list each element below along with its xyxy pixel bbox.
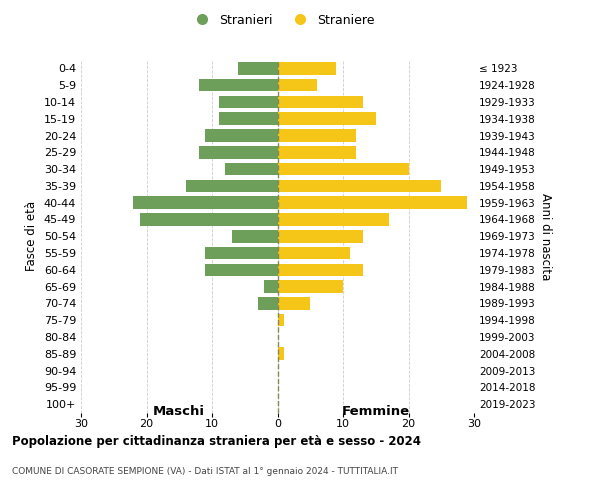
Bar: [232, 230, 277, 242]
Bar: [277, 79, 317, 92]
Bar: [277, 163, 409, 175]
Text: Maschi: Maschi: [153, 404, 205, 417]
Bar: [277, 264, 362, 276]
Bar: [277, 129, 356, 142]
Bar: [238, 62, 277, 74]
Bar: [277, 180, 441, 192]
Bar: [218, 96, 277, 108]
Bar: [277, 112, 376, 125]
Bar: [265, 280, 277, 293]
Y-axis label: Anni di nascita: Anni di nascita: [539, 192, 552, 280]
Bar: [277, 280, 343, 293]
Bar: [186, 180, 277, 192]
Bar: [277, 213, 389, 226]
Bar: [258, 297, 277, 310]
Text: COMUNE DI CASORATE SEMPIONE (VA) - Dati ISTAT al 1° gennaio 2024 - TUTTITALIA.IT: COMUNE DI CASORATE SEMPIONE (VA) - Dati …: [12, 468, 398, 476]
Bar: [133, 196, 277, 209]
Bar: [277, 297, 310, 310]
Bar: [277, 146, 356, 158]
Bar: [205, 264, 277, 276]
Bar: [277, 196, 467, 209]
Legend: Stranieri, Straniere: Stranieri, Straniere: [184, 8, 380, 32]
Bar: [205, 246, 277, 260]
Text: Popolazione per cittadinanza straniera per età e sesso - 2024: Popolazione per cittadinanza straniera p…: [12, 435, 421, 448]
Bar: [199, 146, 277, 158]
Y-axis label: Fasce di età: Fasce di età: [25, 201, 38, 272]
Bar: [199, 79, 277, 92]
Text: Femmine: Femmine: [341, 404, 410, 417]
Bar: [277, 246, 350, 260]
Bar: [218, 112, 277, 125]
Bar: [277, 230, 362, 242]
Bar: [140, 213, 277, 226]
Bar: [277, 96, 362, 108]
Bar: [277, 314, 284, 326]
Bar: [225, 163, 277, 175]
Bar: [277, 348, 284, 360]
Bar: [205, 129, 277, 142]
Bar: [277, 62, 337, 74]
